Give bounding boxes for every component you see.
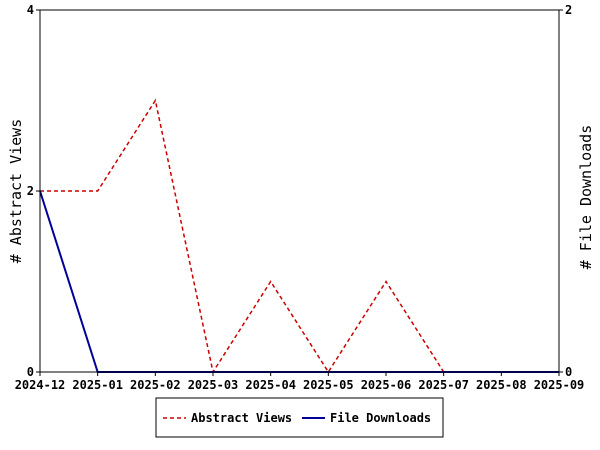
x-tick-label: 2025-07 — [418, 378, 469, 392]
y-axis-title-left: # Abstract Views — [7, 119, 25, 264]
y-tick-label-right: 2 — [565, 3, 572, 17]
x-tick-label: 2025-04 — [245, 378, 296, 392]
x-tick-label: 2025-06 — [361, 378, 412, 392]
y-axis-right: 02 — [559, 3, 572, 379]
y-tick-label-left: 2 — [27, 184, 34, 198]
series-line-file-downloads — [39, 190, 559, 373]
x-tick-label: 2025-09 — [534, 378, 585, 392]
y-axis-title-right: # File Downloads — [577, 125, 595, 270]
legend-label-file-downloads: File Downloads — [330, 411, 431, 425]
x-axis: 2024-12 2025-01 2025-02 2025-03 2025-04 2025-… — [15, 372, 585, 392]
legend-label-abstract-views: Abstract Views — [191, 411, 292, 425]
x-tick-label: 2024-12 — [15, 378, 66, 392]
legend-box — [155, 397, 444, 438]
y-tick-label-right: 0 — [565, 365, 572, 379]
x-tick-label: 2025-08 — [476, 378, 527, 392]
y-axis-left: 0 2 4 — [27, 3, 40, 379]
series-line-abstract-views — [40, 98, 559, 374]
x-tick-label: 2025-01 — [72, 378, 123, 392]
legend: Abstract Views File Downloads — [155, 397, 444, 438]
plot-area-frame — [39, 9, 560, 373]
x-tick-label: 2025-05 — [303, 378, 354, 392]
x-tick-label: 2025-03 — [188, 378, 239, 392]
series-layer — [39, 98, 559, 374]
y-tick-label-left: 4 — [27, 3, 34, 17]
x-tick-label: 2025-02 — [130, 378, 181, 392]
y-tick-label-left: 0 — [27, 365, 34, 379]
